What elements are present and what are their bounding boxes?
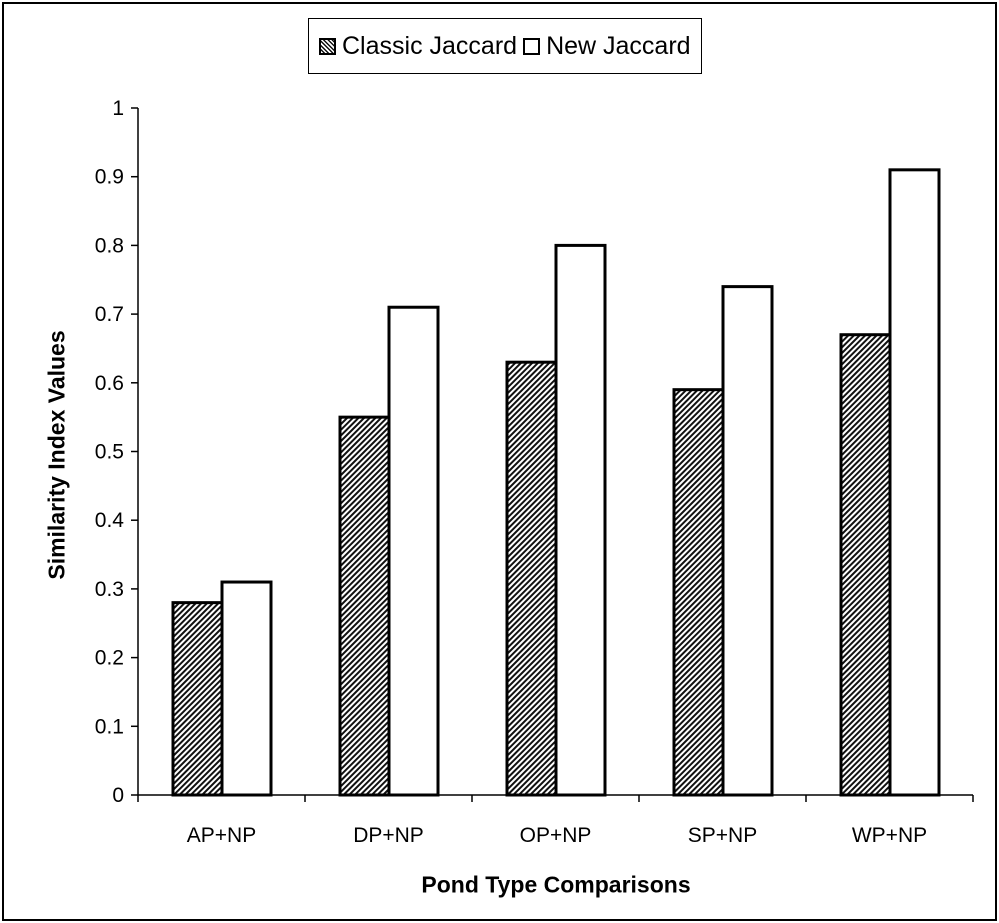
x-axis-title: Pond Type Comparisons xyxy=(421,871,691,898)
y-tick-label: 1 xyxy=(112,97,124,120)
x-tick-label: AP+NP xyxy=(187,824,256,847)
y-tick-label: 0.5 xyxy=(95,441,124,464)
y-axis-title: Similarity Index Values xyxy=(43,330,70,580)
bar-classic-op-np xyxy=(505,360,558,797)
y-tick-label: 0 xyxy=(112,784,124,807)
y-tick-label: 0.9 xyxy=(95,166,124,189)
y-tick-label: 0.3 xyxy=(95,578,124,601)
legend-label-new: New Jaccard xyxy=(546,31,691,60)
y-tick-label: 0.7 xyxy=(95,303,124,326)
plain-swatch-icon xyxy=(523,37,541,55)
y-tick-label: 0.6 xyxy=(95,372,124,395)
bar-new-ap-np xyxy=(220,580,273,797)
bar-new-dp-np xyxy=(387,305,440,797)
bar-classic-wp-np xyxy=(839,333,892,797)
x-tick-label: OP+NP xyxy=(520,824,592,847)
bar-classic-dp-np xyxy=(338,415,391,797)
bar-new-wp-np xyxy=(888,168,941,797)
bar-classic-sp-np xyxy=(672,388,725,797)
legend-label-classic: Classic Jaccard xyxy=(342,31,518,60)
legend: Classic Jaccard New Jaccard xyxy=(308,18,702,74)
legend-item-new: New Jaccard xyxy=(523,32,691,61)
y-tick-label: 0.2 xyxy=(95,647,124,670)
bar-new-op-np xyxy=(554,243,607,797)
y-tick-label: 0.8 xyxy=(95,234,124,257)
x-tick-label: WP+NP xyxy=(852,824,927,847)
bar-new-sp-np xyxy=(721,285,774,797)
legend-item-classic: Classic Jaccard xyxy=(319,32,517,61)
hatched-swatch-icon xyxy=(319,37,336,55)
x-tick-label: DP+NP xyxy=(353,824,424,847)
x-tick-label: SP+NP xyxy=(688,824,757,847)
bar-classic-ap-np xyxy=(171,601,224,797)
y-tick-label: 0.1 xyxy=(95,715,124,738)
y-tick-label: 0.4 xyxy=(95,509,125,532)
